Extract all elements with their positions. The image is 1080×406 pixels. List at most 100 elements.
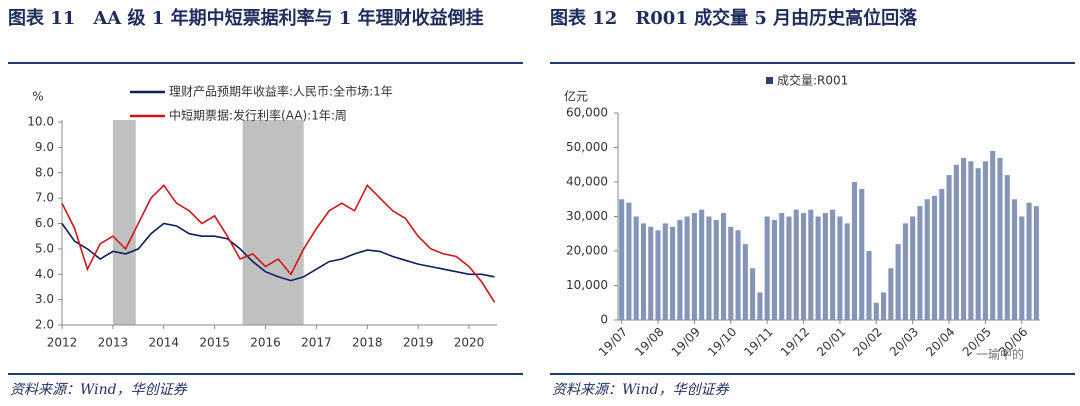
bar [924,199,930,320]
shaded-period [242,120,304,325]
bar [713,219,719,320]
legend-label: 成交量:R001 [777,73,848,88]
bar [1004,175,1010,320]
bar [968,161,974,320]
bar [742,244,748,320]
x-tick-label: 2012 [47,336,78,350]
bar [975,168,981,320]
figure-label: 图表 11 [8,8,76,29]
figure-label: 图表 12 [550,8,618,29]
bar [691,213,697,320]
x-tick-label: 2016 [250,336,281,350]
rule [550,373,1075,375]
bar [684,216,690,320]
bar [670,226,676,320]
y-axis-label: 亿元 [564,89,588,104]
bar [808,209,814,320]
y-axis-label: % [32,90,43,104]
source: 资料来源：Wind，华创证券 [552,382,729,398]
y-tick-label: 20,000 [566,244,608,258]
y-tick-label: 8.0 [35,165,54,179]
bar [1019,216,1025,320]
bar [982,161,988,320]
bar [750,268,756,320]
x-tick-label: 19/12 [778,325,812,359]
x-tick-label: 2019 [403,336,434,350]
x-tick-label: 2018 [352,336,383,350]
shaded-period [112,120,136,325]
bar [619,199,625,320]
title-text: R001 成交量 5 月由历史高位回落 [635,8,918,29]
bar [873,302,879,320]
y-tick-label: 6.0 [35,216,54,230]
series-line [61,222,495,282]
bar [888,268,894,320]
bar [917,206,923,320]
bar [961,157,967,320]
y-tick-label: 3.0 [35,292,54,306]
bar [764,216,770,320]
bar [648,226,654,320]
bar [662,223,668,320]
bar [895,244,901,320]
bar [822,213,828,320]
watermark: 一瑜中的 [976,347,1024,362]
bar [1026,202,1032,320]
x-tick-label: 2017 [301,336,332,350]
y-tick-label: 0 [600,313,608,327]
bar [786,216,792,320]
rule [8,373,523,375]
bar [851,182,858,320]
bar [800,213,807,320]
bar [997,157,1003,320]
y-tick-label: 9.0 [35,140,54,154]
bar [931,195,938,320]
bar [859,188,865,320]
y-tick-label: 40,000 [566,175,608,189]
bar [939,188,945,320]
bar [793,209,799,320]
bar [815,216,821,320]
bar [735,230,741,320]
bar [844,223,850,320]
y-tick-label: 50,000 [566,140,608,154]
y-tick-label: 7.0 [35,191,54,205]
bar [633,216,639,320]
bar [757,292,763,320]
bar [881,292,887,320]
x-tick-label: 2014 [148,336,179,350]
y-tick-label: 10.0 [27,115,54,129]
bar [953,164,959,320]
legend-swatch [766,77,773,84]
x-tick-label: 2013 [98,336,129,350]
bar [830,209,836,320]
x-tick-label: 20/04 [923,325,957,359]
figure-title: 图表 11 AA 级 1 年期中短票据利率与 1 年理财收益倒挂 [8,4,533,34]
bar [677,219,683,320]
bar [655,230,661,320]
bar [640,223,647,320]
bar [771,219,777,320]
figure-title: 图表 12 R001 成交量 5 月由历史高位回落 [550,4,1075,34]
bar [990,150,996,320]
x-tick-label: 20/03 [887,325,921,359]
y-tick-label: 5.0 [35,241,54,255]
legend-label: 中短期票据:发行利率(AA):1年:周 [169,108,347,123]
bar [866,251,872,320]
x-tick-label: 2015 [199,336,230,350]
bar [1033,206,1039,320]
series-line [61,184,496,303]
x-tick-label: 19/09 [669,325,703,359]
source: 资料来源：Wind，华创证券 [10,382,187,398]
bar [728,226,734,320]
x-tick-label: 19/11 [741,325,775,359]
bar [910,216,916,320]
x-tick-label: 20/01 [814,325,848,359]
bar [902,223,908,320]
bar [706,216,712,320]
rule [8,62,523,64]
y-tick-label: 60,000 [566,106,608,120]
x-tick-label: 19/08 [632,325,666,359]
